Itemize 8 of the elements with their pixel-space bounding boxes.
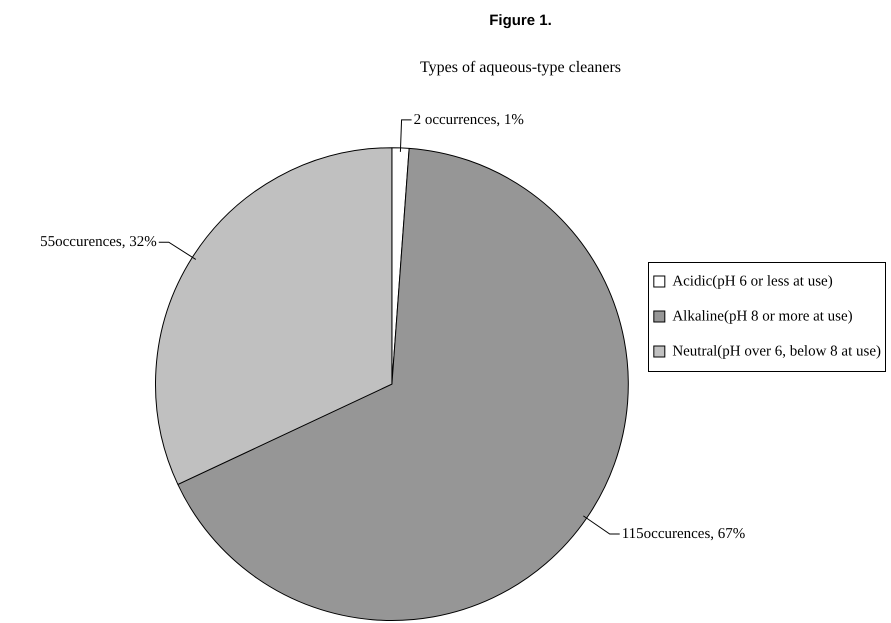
data-label: 2 occurrences, 1% (414, 112, 524, 128)
chart-subtitle: Types of aqueous-type cleaners (420, 58, 622, 76)
legend-label: Acidic(pH 6 or less at use) (672, 273, 833, 290)
chart-title: Figure 1. (489, 12, 552, 30)
legend-label: Neutral(pH over 6, below 8 at use) (672, 343, 882, 360)
data-label: 115occurences, 67% (622, 526, 746, 542)
legend-label: Alkaline(pH 8 or more at use) (672, 308, 853, 324)
data-label: 55occurences, 32% (40, 234, 157, 250)
